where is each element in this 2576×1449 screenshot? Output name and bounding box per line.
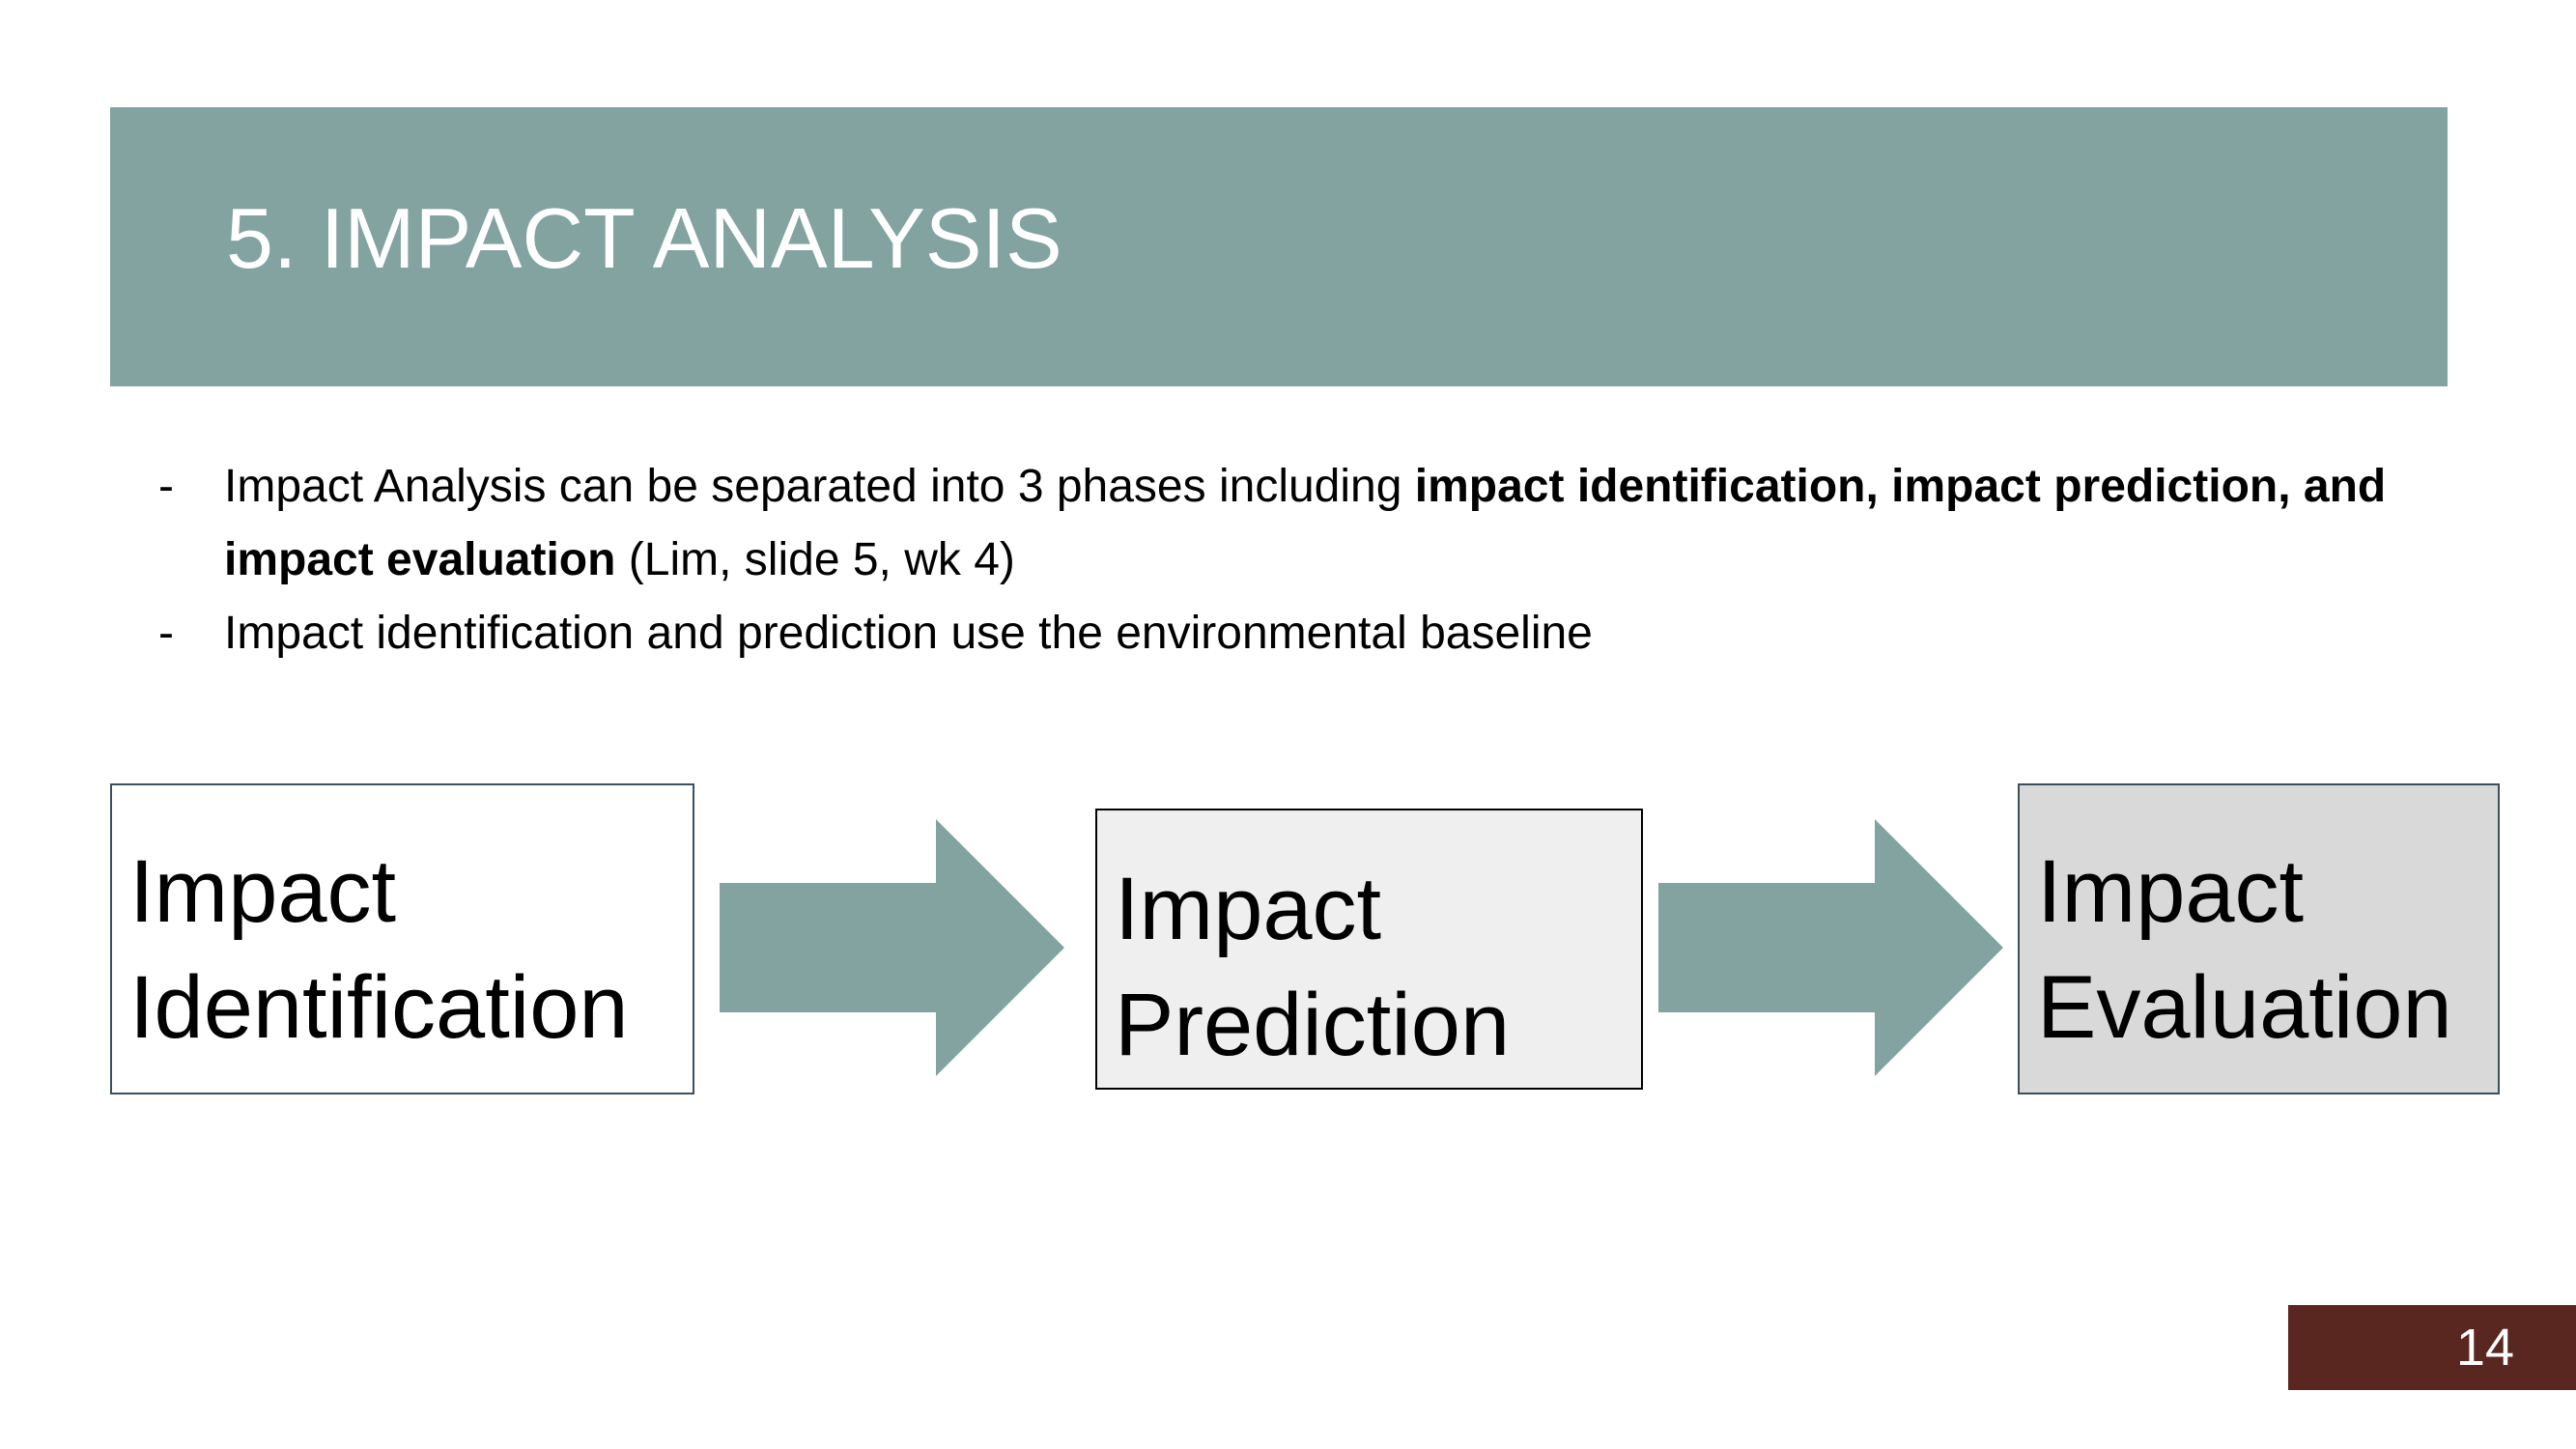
phase-box-impact-identification: Impact Identification xyxy=(110,783,694,1094)
phase-label-line2: Prediction xyxy=(1115,976,1511,1074)
phase-box-impact-evaluation: Impact Evaluation xyxy=(2018,783,2500,1094)
right-arrow-icon xyxy=(1658,819,2003,1076)
slide-title: 5. IMPACT ANALYSIS xyxy=(226,190,1062,286)
bullet-item: - Impact Analysis can be separated into … xyxy=(155,450,2434,597)
bullet-text: Impact identification and prediction use… xyxy=(224,608,1593,659)
phase-label-line1: Impact xyxy=(2037,842,2305,941)
phase-label-line2: Identification xyxy=(129,958,629,1057)
bullet-text: Impact Analysis can be separated into 3 … xyxy=(224,461,1415,512)
phase-label-line2: Evaluation xyxy=(2037,958,2452,1057)
phase-box-impact-prediction: Impact Prediction xyxy=(1095,809,1643,1090)
bullet-citation: (Lim, slide 5, wk 4) xyxy=(615,534,1015,585)
bullet-list: - Impact Analysis can be separated into … xyxy=(155,450,2434,670)
bullet-bold-text: impact identification, impact prediction… xyxy=(224,461,2387,585)
page-number-badge: 14 xyxy=(2288,1305,2576,1390)
phase-label-line1: Impact xyxy=(129,842,397,941)
bullet-marker: - xyxy=(158,461,174,512)
phase-label-line1: Impact xyxy=(1115,860,1382,958)
title-bar: 5. IMPACT ANALYSIS xyxy=(110,107,2448,386)
bullet-marker: - xyxy=(158,608,174,659)
bullet-item: - Impact identification and prediction u… xyxy=(155,597,2434,670)
right-arrow-icon xyxy=(720,819,1064,1076)
